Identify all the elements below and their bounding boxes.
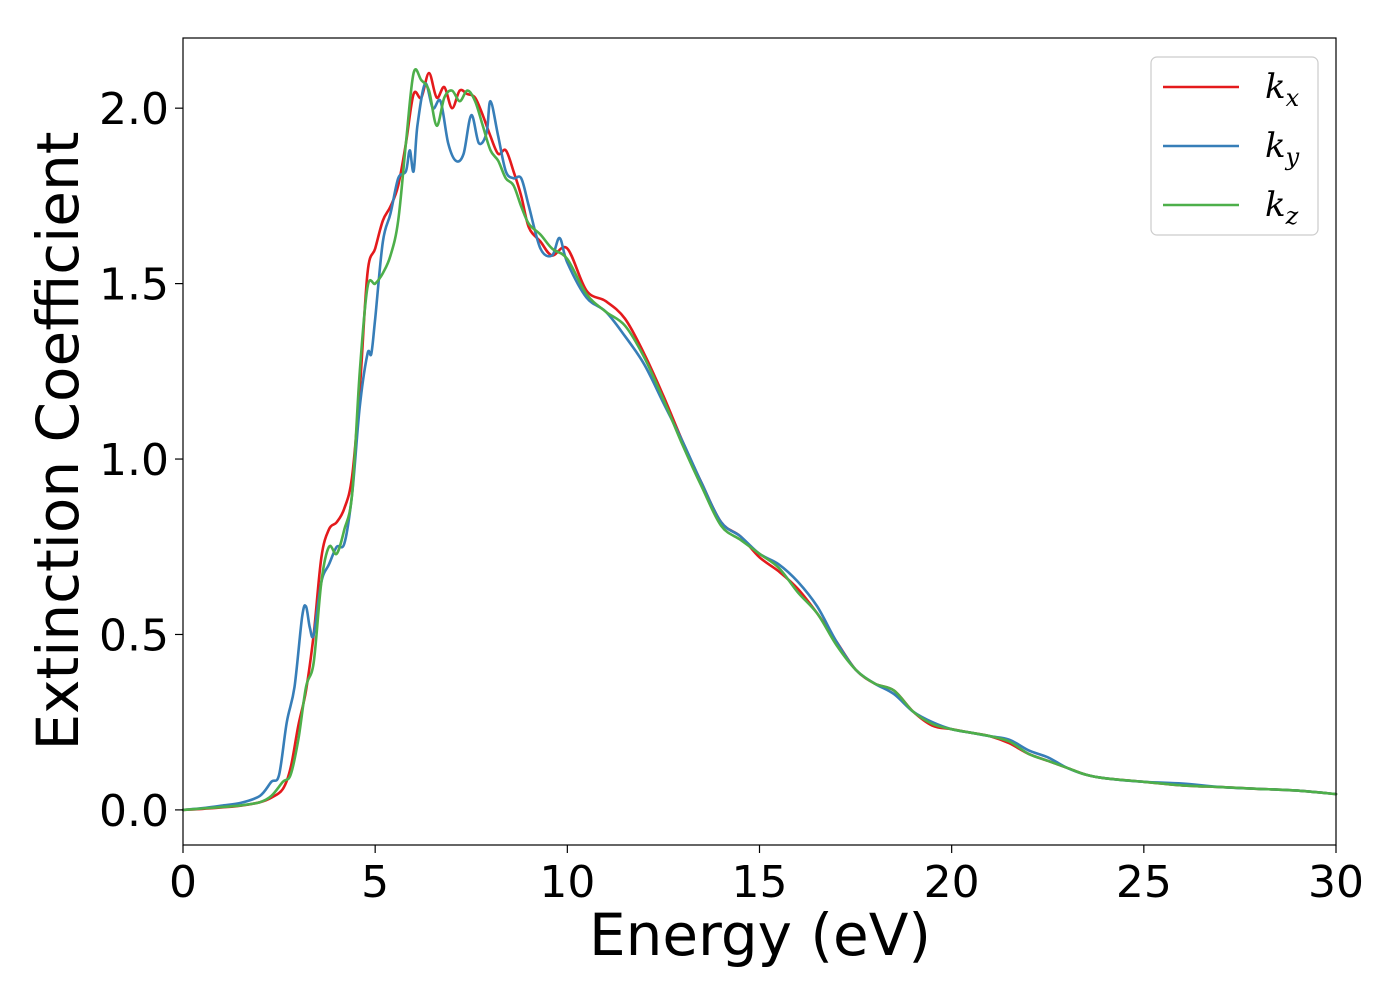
x-tick-label: 20 xyxy=(924,857,980,908)
y-tick-label: 1.5 xyxy=(99,260,169,311)
legend-label-ky: ky xyxy=(1265,126,1300,171)
y-tick-label: 1.0 xyxy=(99,435,169,486)
x-tick-label: 10 xyxy=(539,857,595,908)
y-tick-label: 0.5 xyxy=(99,610,169,661)
y-axis-ticks: 0.0 0.5 1.0 1.5 2.0 xyxy=(99,84,183,837)
y-tick-label: 0.0 xyxy=(99,786,169,837)
x-tick-label: 5 xyxy=(361,857,389,908)
y-axis-label: Extinction Coefficient xyxy=(24,132,92,751)
series-line-kz xyxy=(181,68,1338,812)
x-axis-ticks: 0 5 10 15 20 25 30 xyxy=(169,845,1364,908)
x-axis-label: Energy (eV) xyxy=(589,901,931,969)
x-tick-label: 15 xyxy=(732,857,788,908)
legend-label-kx: kx xyxy=(1265,67,1300,112)
x-tick-label: 25 xyxy=(1116,857,1172,908)
y-tick-label: 2.0 xyxy=(99,84,169,135)
x-tick-label: 0 xyxy=(169,857,197,908)
x-tick-label: 30 xyxy=(1308,857,1364,908)
series-layer xyxy=(181,68,1338,812)
